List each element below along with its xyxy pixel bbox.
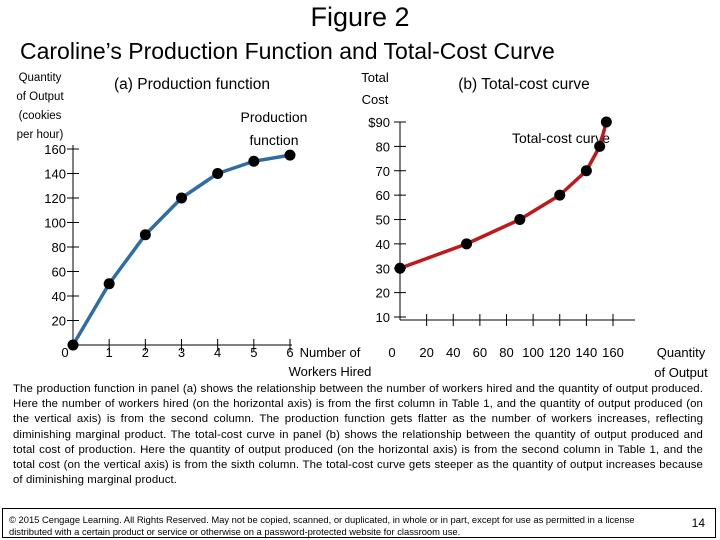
prod-x-tick-label: 6 (286, 345, 293, 360)
cost-y-tick-label: 40 (376, 237, 390, 252)
prod-y-tick-label: 160 (44, 142, 66, 157)
prod-y-tick-label: 100 (44, 216, 66, 231)
prod-y-tick-label: 40 (52, 289, 66, 304)
prod-x-tick-label: 1 (106, 345, 113, 360)
prod-x-tick-label: 4 (214, 345, 221, 360)
cost-data-point (594, 140, 606, 152)
cost-data-point (600, 116, 612, 128)
prod-y-tick-label: 60 (52, 265, 66, 280)
cost-ylabel-line: Cost (362, 92, 389, 107)
prod-data-point (284, 149, 296, 161)
cost-y-tick-label: $90 (368, 115, 390, 130)
cost-y-tick-label: 30 (376, 261, 390, 276)
prod-x-tick-label: 5 (250, 345, 257, 360)
copyright-notice: © 2015 Cengage Learning. All Rights Rese… (9, 514, 635, 537)
prod-data-point (212, 168, 224, 179)
prod-ylabel-line: per hour) (17, 129, 64, 141)
prod-x-tick-label: 2 (142, 345, 149, 360)
prod-curve-line (71, 153, 291, 346)
prod-curve-label: Production (241, 109, 308, 125)
figure-caption: The production function in panel (a) sho… (13, 383, 703, 487)
cost-y-tick-label: 50 (376, 213, 390, 228)
prod-ylabel-line: of Output (16, 91, 64, 103)
cost-data-point (394, 262, 406, 274)
charts-canvas: (a) Production function Quantity of Output… (16, 70, 708, 380)
prod-y-tick-label: 20 (52, 314, 66, 329)
cost-x-tick-label: 80 (499, 345, 513, 360)
prod-x-tick-label: 3 (178, 345, 185, 360)
cost-y-tick-label: 20 (376, 286, 390, 301)
prod-data-point (176, 192, 187, 204)
prod-x-tick-label: 0 (61, 345, 68, 360)
prod-data-point (139, 229, 151, 241)
cost-x-tick-label: 140 (576, 345, 598, 360)
cost-ylabel-line: Total (361, 70, 389, 85)
cost-data-point (554, 189, 566, 201)
cost-x-tick-label: 60 (473, 345, 487, 360)
prod-y-tick-label: 80 (52, 240, 66, 255)
prod-data-point (67, 339, 79, 351)
prod-y-tick-label: 140 (44, 167, 66, 182)
prod-curve-label: function (249, 132, 298, 148)
cost-data-point (514, 214, 526, 225)
prod-ylabel-line: (cookies (19, 110, 62, 122)
cost-x-tick-label: 0 (388, 345, 395, 360)
cost-y-tick-label: 10 (376, 310, 390, 325)
cost-x-tick-label: 40 (446, 345, 460, 360)
cost-data-point (461, 238, 473, 250)
cost-y-tick-label: 80 (376, 139, 390, 154)
footer: © 2015 Cengage Learning. All Rights Rese… (2, 508, 716, 538)
prod-y-tick-label: 120 (44, 191, 66, 206)
cost-y-tick-label: 70 (376, 164, 390, 179)
prod-panel-title: (a) Production function (114, 76, 270, 93)
cost-x-tick-label: 100 (522, 345, 544, 360)
prod-data-point (103, 278, 115, 290)
prod-data-point (248, 155, 260, 167)
cost-data-point (580, 165, 592, 177)
prod-xlabel-line: Workers Hired (289, 364, 372, 379)
cost-y-tick-label: 60 (376, 188, 390, 203)
cost-x-tick-label: 20 (419, 345, 433, 360)
cost-x-tick-label: 120 (549, 345, 571, 360)
slide-title: Figure 2 (310, 2, 410, 32)
cost-x-tick-label: 160 (602, 345, 624, 360)
prod-xlabel-line: Number of (300, 345, 361, 360)
slide-subtitle: Caroline’s Production Function and Total… (20, 38, 555, 64)
cost-panel-title: (b) Total-cost curve (458, 76, 590, 93)
prod-ylabel-line: Quantity (19, 72, 62, 84)
cost-xlabel-line: Quantity (657, 345, 706, 360)
page-number: 14 (691, 516, 705, 530)
cost-xlabel-line: of Output (654, 365, 708, 380)
cost-curve-label: Total-cost curve (512, 130, 610, 146)
